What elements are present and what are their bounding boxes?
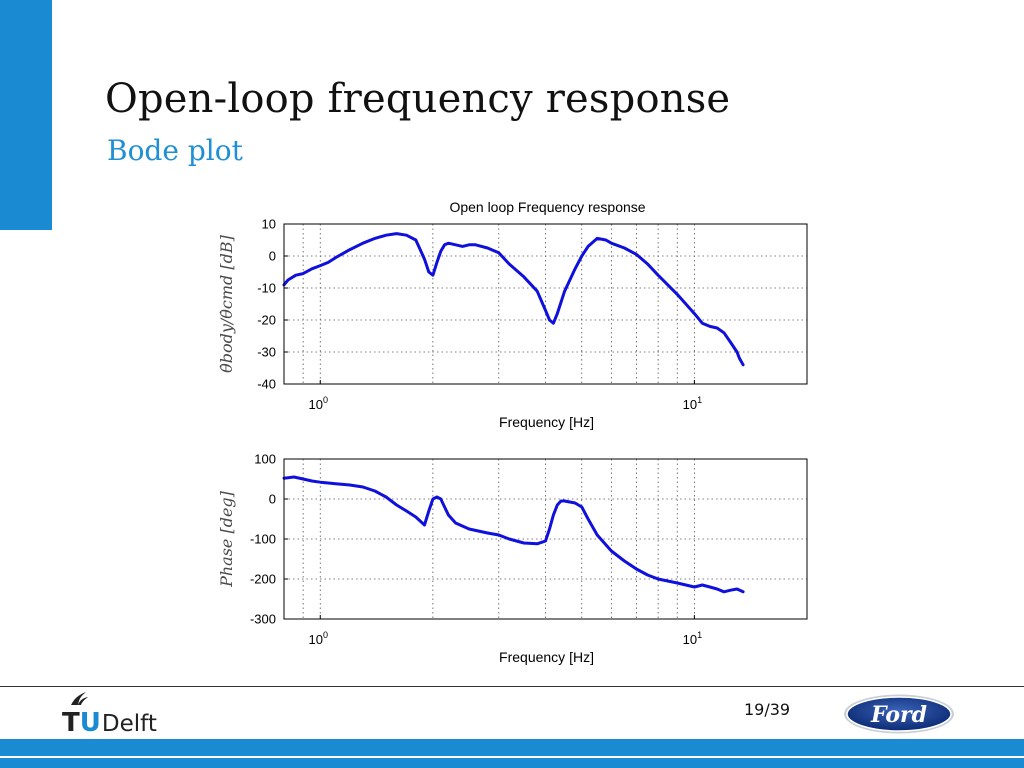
x-axis-label: Frequency [Hz] (499, 649, 594, 665)
x-axis-label: Frequency [Hz] (499, 414, 594, 430)
y-tick-label: -100 (250, 532, 276, 547)
chart-2: 100 0 -100 -200 -300 100 101 Frequency [Hz] Phas… (217, 452, 808, 665)
chart-title: Open loop Frequency response (449, 199, 645, 215)
y-tick-label: -20 (257, 313, 276, 328)
y-tick-label: -300 (250, 612, 276, 627)
x-tick-label: 100 (309, 630, 328, 647)
footer-divider (0, 686, 1024, 687)
x-tick-label: 101 (683, 630, 702, 647)
series-line-1 (282, 475, 745, 594)
series-line-1 (282, 232, 745, 367)
tudelft-logo-u: U (79, 708, 101, 738)
bottom-band-stripe (0, 756, 1024, 758)
svg-text:Ford: Ford (870, 702, 927, 728)
y-tick-label: 0 (269, 492, 276, 507)
y-tick-label: 10 (262, 217, 276, 232)
y-tick-label: 100 (254, 452, 276, 467)
y-axis-label: Phase [deg] (217, 490, 236, 588)
y-tick-label: 0 (269, 249, 276, 264)
x-tick-label: 100 (309, 395, 328, 412)
y-tick-label: -40 (257, 377, 276, 392)
x-tick-label: 101 (683, 395, 702, 412)
y-tick-label: -200 (250, 572, 276, 587)
slide-title: Open-loop frequency response (105, 76, 731, 122)
page-number: 19/39 (744, 700, 791, 719)
tudelft-flame-icon (71, 692, 88, 705)
tudelft-logo: T U Delft (62, 692, 157, 736)
y-tick-label: -10 (257, 281, 276, 296)
y-tick-label: -30 (257, 345, 276, 360)
side-accent-bar (0, 0, 52, 230)
slide-subtitle: Bode plot (107, 134, 243, 167)
ford-logo: Ford (844, 694, 954, 734)
y-axis-label: θ̇body/θ̇cmd [dB] (217, 234, 236, 373)
bottom-accent-band (0, 739, 1024, 768)
tudelft-logo-delft: Delft (101, 711, 157, 737)
tudelft-logo-t: T (62, 708, 80, 738)
plot-frame (283, 223, 808, 385)
